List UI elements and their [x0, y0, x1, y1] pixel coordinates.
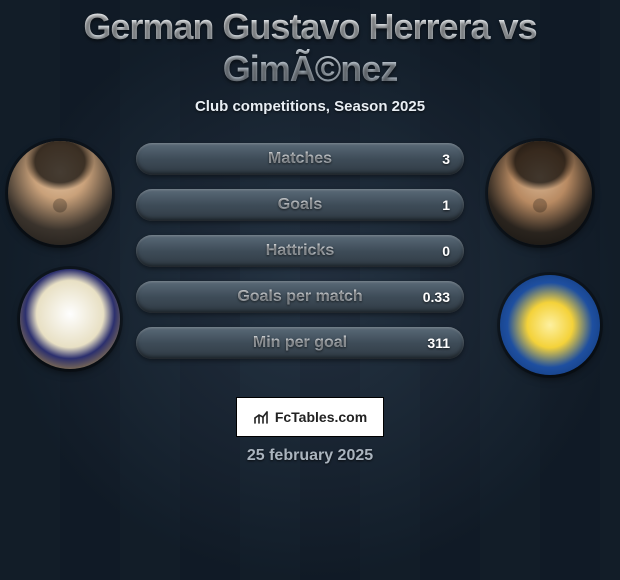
stat-value: 1 — [442, 189, 450, 221]
stat-label: Min per goal — [136, 327, 464, 359]
subtitle: Club competitions, Season 2025 — [0, 98, 620, 115]
player-left-avatar — [8, 141, 112, 245]
stat-bars: Matches 3 Goals 1 Hattricks 0 Goals per … — [136, 143, 464, 373]
club-left-badge — [20, 269, 120, 369]
stat-label: Goals — [136, 189, 464, 221]
stat-row: Matches 3 — [136, 143, 464, 175]
stat-value: 0.33 — [423, 281, 450, 313]
stat-value: 311 — [427, 327, 450, 359]
stat-label: Matches — [136, 143, 464, 175]
club-right-badge — [500, 275, 600, 375]
date-label: 25 february 2025 — [0, 447, 620, 465]
brand-label: FcTables.com — [275, 409, 367, 425]
stat-label: Hattricks — [136, 235, 464, 267]
stat-value: 0 — [442, 235, 450, 267]
comparison-arena: Matches 3 Goals 1 Hattricks 0 Goals per … — [0, 141, 620, 391]
stat-row: Goals per match 0.33 — [136, 281, 464, 313]
page-title: German Gustavo Herrera vs GimÃ©nez — [0, 0, 620, 90]
stat-row: Min per goal 311 — [136, 327, 464, 359]
fctables-logo-icon — [253, 409, 271, 425]
stat-row: Hattricks 0 — [136, 235, 464, 267]
player-right-avatar — [488, 141, 592, 245]
stat-value: 3 — [442, 143, 450, 175]
stat-row: Goals 1 — [136, 189, 464, 221]
brand-watermark: FcTables.com — [236, 397, 384, 437]
stat-label: Goals per match — [136, 281, 464, 313]
